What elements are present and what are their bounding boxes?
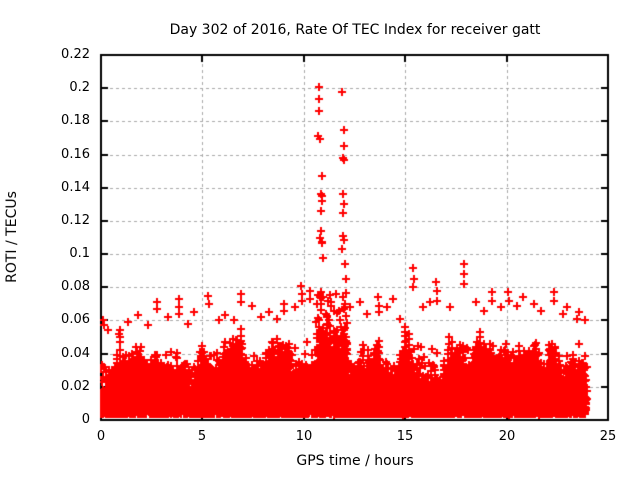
y-tick-label: 0.1 xyxy=(69,246,90,261)
y-tick-label: 0.04 xyxy=(61,346,90,361)
y-tick-label: 0.06 xyxy=(61,312,90,327)
y-tick-label: 0.08 xyxy=(61,279,90,294)
x-tick-label: 20 xyxy=(498,429,516,444)
x-tick-label: 0 xyxy=(96,429,106,444)
y-tick-label: 0.14 xyxy=(61,180,90,195)
y-tick-label: 0.12 xyxy=(61,213,90,228)
y-tick-label: 0.18 xyxy=(61,113,90,128)
y-tick-label: 0.22 xyxy=(61,47,90,62)
x-axis-label: GPS time / hours xyxy=(296,453,414,469)
y-tick-label: 0 xyxy=(81,412,90,427)
x-tick-label: 5 xyxy=(197,429,207,444)
y-tick-label: 0.2 xyxy=(69,80,90,95)
x-tick-label: 10 xyxy=(295,429,313,444)
y-axis-label: ROTI / TECUs xyxy=(4,191,20,283)
y-tick-label: 0.16 xyxy=(61,147,90,162)
chart-title: Day 302 of 2016, Rate Of TEC Index for r… xyxy=(169,22,541,38)
x-tick-label: 25 xyxy=(599,429,617,444)
x-tick-label: 15 xyxy=(396,429,414,444)
y-tick-label: 0.02 xyxy=(61,379,90,394)
